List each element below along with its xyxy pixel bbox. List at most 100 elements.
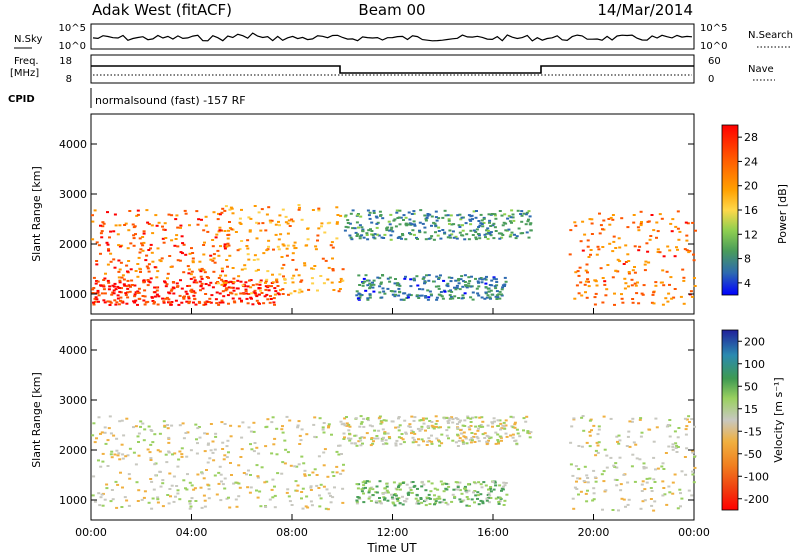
echo-cell <box>457 278 461 280</box>
echo-cell <box>211 239 215 241</box>
echo-cell <box>124 294 128 296</box>
echo-cell <box>464 437 468 440</box>
echo-cell <box>209 301 213 304</box>
echo-cell <box>255 295 259 298</box>
echo-cell <box>488 296 492 299</box>
echo-cell <box>132 234 136 237</box>
echo-cell <box>456 214 460 217</box>
echo-cell <box>475 435 479 438</box>
echo-cell <box>198 268 202 271</box>
echo-cell <box>244 288 248 291</box>
echo-cell <box>337 453 341 456</box>
freq-label: Freq. <box>14 56 39 67</box>
echo-cell <box>500 439 503 442</box>
echo-cell <box>93 209 97 212</box>
echo-cell <box>168 301 172 304</box>
echo-cell <box>494 230 498 232</box>
echo-cell <box>135 481 139 484</box>
echo-cell <box>155 224 159 227</box>
echo-cell <box>691 470 694 473</box>
echo-cell <box>345 424 349 427</box>
colorbar-tick-label: 8 <box>744 253 751 266</box>
echo-cell <box>668 249 672 252</box>
echo-cell <box>479 493 483 496</box>
echo-cell <box>674 225 678 228</box>
echo-cell <box>211 451 215 454</box>
echo-cell <box>449 280 453 283</box>
echo-cell <box>434 224 438 227</box>
echo-cell <box>474 231 478 233</box>
echo-cell <box>637 302 641 305</box>
echo-cell <box>434 500 438 503</box>
echo-cell <box>358 224 362 227</box>
echo-cell <box>484 286 488 289</box>
echo-cell <box>437 278 441 280</box>
echo-cell <box>232 281 236 284</box>
echo-cell <box>250 448 254 451</box>
echo-cell <box>148 451 152 454</box>
echo-cell <box>478 277 482 280</box>
nsky-trace <box>92 32 693 42</box>
echo-cell <box>109 432 113 435</box>
echo-cell <box>300 218 304 221</box>
echo-cell <box>428 503 432 505</box>
echo-cell <box>97 459 100 462</box>
echo-cell <box>200 267 204 270</box>
echo-cell <box>237 495 241 498</box>
echo-cell <box>248 491 252 494</box>
echo-cell <box>527 218 530 221</box>
echo-cell <box>579 490 583 493</box>
echo-cell <box>503 427 507 430</box>
echo-cell <box>147 270 151 273</box>
echo-cell <box>365 234 369 236</box>
echo-cell <box>668 435 672 438</box>
echo-cell <box>456 445 460 447</box>
echo-cell <box>358 293 362 296</box>
echo-cell <box>492 277 496 280</box>
echo-cell <box>232 277 236 280</box>
echo-cell <box>190 497 194 500</box>
echo-cell <box>609 417 613 420</box>
echo-cell <box>367 489 371 492</box>
echo-cell <box>199 275 203 278</box>
echo-cell <box>463 436 467 439</box>
echo-cell <box>633 282 637 285</box>
echo-cell <box>632 214 636 216</box>
echo-cell <box>97 300 100 303</box>
echo-cell <box>640 483 644 486</box>
echo-cell <box>235 287 239 290</box>
echo-cell <box>311 209 315 211</box>
echo-cell <box>355 235 359 237</box>
echo-cell <box>489 225 493 227</box>
echo-cell <box>504 432 508 435</box>
echo-cell <box>221 290 225 293</box>
echo-cell <box>305 433 309 436</box>
echo-cell <box>469 296 473 299</box>
echo-cell <box>166 424 170 426</box>
echo-cell <box>122 434 126 437</box>
echo-cell <box>508 220 512 223</box>
echo-cell <box>137 287 141 290</box>
echo-cell <box>142 279 146 282</box>
echo-cell <box>255 283 259 286</box>
echo-cell <box>410 213 414 215</box>
echo-cell <box>435 420 439 422</box>
echo-cell <box>317 207 321 210</box>
echo-cell <box>146 279 150 281</box>
echo-cell <box>588 419 592 422</box>
echo-cell <box>358 284 362 286</box>
echo-cell <box>511 426 515 429</box>
date-title: 14/Mar/2014 <box>597 1 693 19</box>
echo-cell <box>103 301 107 304</box>
freq-trace <box>91 65 694 74</box>
echo-cell <box>670 230 674 233</box>
echo-cell <box>182 271 186 274</box>
echo-cell <box>338 281 342 283</box>
echo-cell <box>398 209 402 212</box>
echo-cell <box>101 460 105 463</box>
echo-cell <box>615 466 619 469</box>
echo-cell <box>168 472 172 475</box>
echo-cell <box>402 292 406 295</box>
echo-cell <box>464 488 468 491</box>
echo-cell <box>423 231 427 234</box>
